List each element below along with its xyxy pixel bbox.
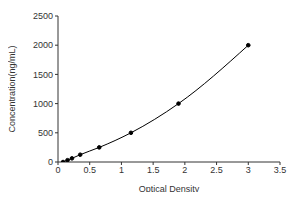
svg-text:1000: 1000 bbox=[33, 99, 53, 109]
svg-text:Optical Density: Optical Density bbox=[139, 184, 200, 192]
svg-text:0: 0 bbox=[48, 157, 53, 167]
svg-text:2: 2 bbox=[182, 165, 187, 175]
svg-text:3.5: 3.5 bbox=[274, 165, 287, 175]
svg-text:2000: 2000 bbox=[33, 40, 53, 50]
svg-text:500: 500 bbox=[38, 128, 53, 138]
svg-text:3: 3 bbox=[246, 165, 251, 175]
svg-text:0.5: 0.5 bbox=[83, 165, 96, 175]
svg-text:1.5: 1.5 bbox=[147, 165, 160, 175]
svg-text:1500: 1500 bbox=[33, 70, 53, 80]
svg-text:2.5: 2.5 bbox=[210, 165, 223, 175]
svg-text:Concentration(ng/mL): Concentration(ng/mL) bbox=[8, 45, 17, 132]
svg-text:0: 0 bbox=[55, 165, 60, 175]
svg-text:2500: 2500 bbox=[33, 11, 53, 21]
svg-text:1: 1 bbox=[119, 165, 124, 175]
